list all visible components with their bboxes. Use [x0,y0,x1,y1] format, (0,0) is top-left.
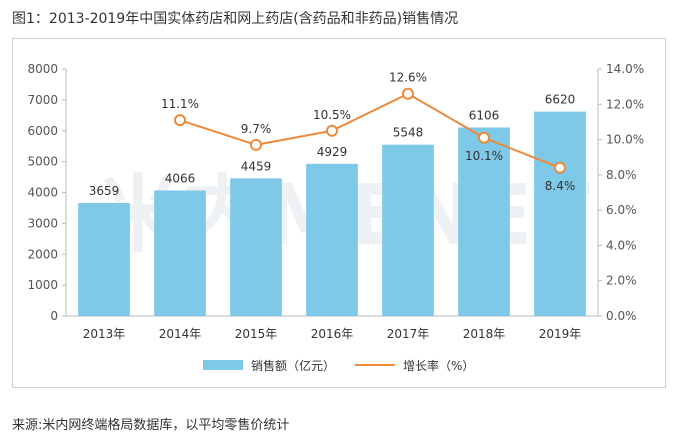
x-tick-label: 2015年 [235,327,278,341]
growth-rate-label: 9.7% [241,122,272,136]
y-right-tick-label: 6.0% [606,203,637,217]
bar-value-label: 4459 [241,159,272,173]
growth-rate-point [554,161,566,174]
bar [382,144,434,316]
bar-value-label: 4929 [317,145,348,159]
y-right-tick-label: 10.0% [606,133,644,147]
growth-rate-point [174,114,186,127]
y-left-tick-label: 5000 [27,155,58,169]
y-left-tick-label: 6000 [27,124,58,138]
bar [154,190,206,316]
y-left-tick-label: 3000 [27,216,58,230]
y-left-tick-label: 4000 [27,186,58,200]
bar [534,111,586,316]
x-tick-label: 2019年 [539,327,582,341]
growth-rate-point [478,131,490,144]
x-tick-label: 2016年 [311,327,354,341]
bar [78,203,130,316]
growth-rate-point [250,138,262,151]
chart-panel: 米内MENET010002000300040005000600070008000… [12,38,666,388]
y-right-tick-label: 14.0% [606,62,644,76]
y-right-tick-label: 8.0% [606,168,637,182]
y-left-tick-label: 8000 [27,62,58,76]
bar-value-label: 6620 [545,93,576,107]
bar [306,163,358,316]
y-left-tick-label: 2000 [27,247,58,261]
growth-rate-point [402,87,414,100]
source-note: 来源:米内网终端格局数据库，以平均零售价统计 [12,418,290,433]
growth-rate-label: 10.5% [313,108,351,122]
growth-rate-label: 8.4% [545,179,576,193]
y-left-tick-label: 7000 [27,93,58,107]
growth-rate-label: 12.6% [389,71,427,85]
x-tick-label: 2017年 [387,327,430,341]
bar-value-label: 6106 [469,108,500,122]
y-left-tick-label: 0 [50,309,58,323]
figure-title: 图1：2013-2019年中国实体药店和网上药店(含药品和非药品)销售情况 [12,11,459,27]
growth-rate-label: 11.1% [161,97,199,111]
x-tick-label: 2018年 [463,327,506,341]
bar [458,127,510,316]
y-right-tick-label: 0.0% [606,309,637,323]
growth-rate-line [179,92,561,169]
bar-value-label: 4066 [165,171,196,185]
y-right-tick-label: 4.0% [606,238,637,252]
x-tick-label: 2014年 [159,327,202,341]
growth-rate-point [326,124,338,137]
chart: 米内MENET010002000300040005000600070008000… [27,62,644,373]
legend-bar-swatch [203,360,243,370]
y-right-tick-label: 2.0% [606,274,637,288]
x-tick-label: 2013年 [83,327,126,341]
bar-value-label: 3659 [89,184,120,198]
bar [230,178,282,316]
y-right-tick-label: 12.0% [606,97,644,111]
legend-line-label: 增长率（%） [403,358,474,373]
bar-value-label: 5548 [393,126,424,140]
legend-bar-label: 销售额（亿元） [251,358,335,373]
growth-rate-label: 10.1% [465,149,503,163]
y-left-tick-label: 1000 [27,278,58,292]
